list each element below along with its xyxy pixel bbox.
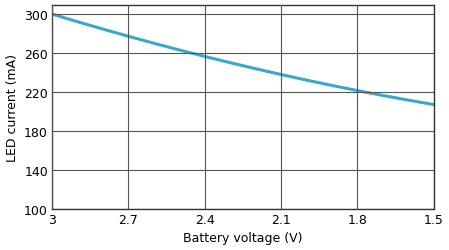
X-axis label: Battery voltage (V): Battery voltage (V) — [183, 232, 303, 244]
Y-axis label: LED current (mA): LED current (mA) — [5, 54, 18, 161]
